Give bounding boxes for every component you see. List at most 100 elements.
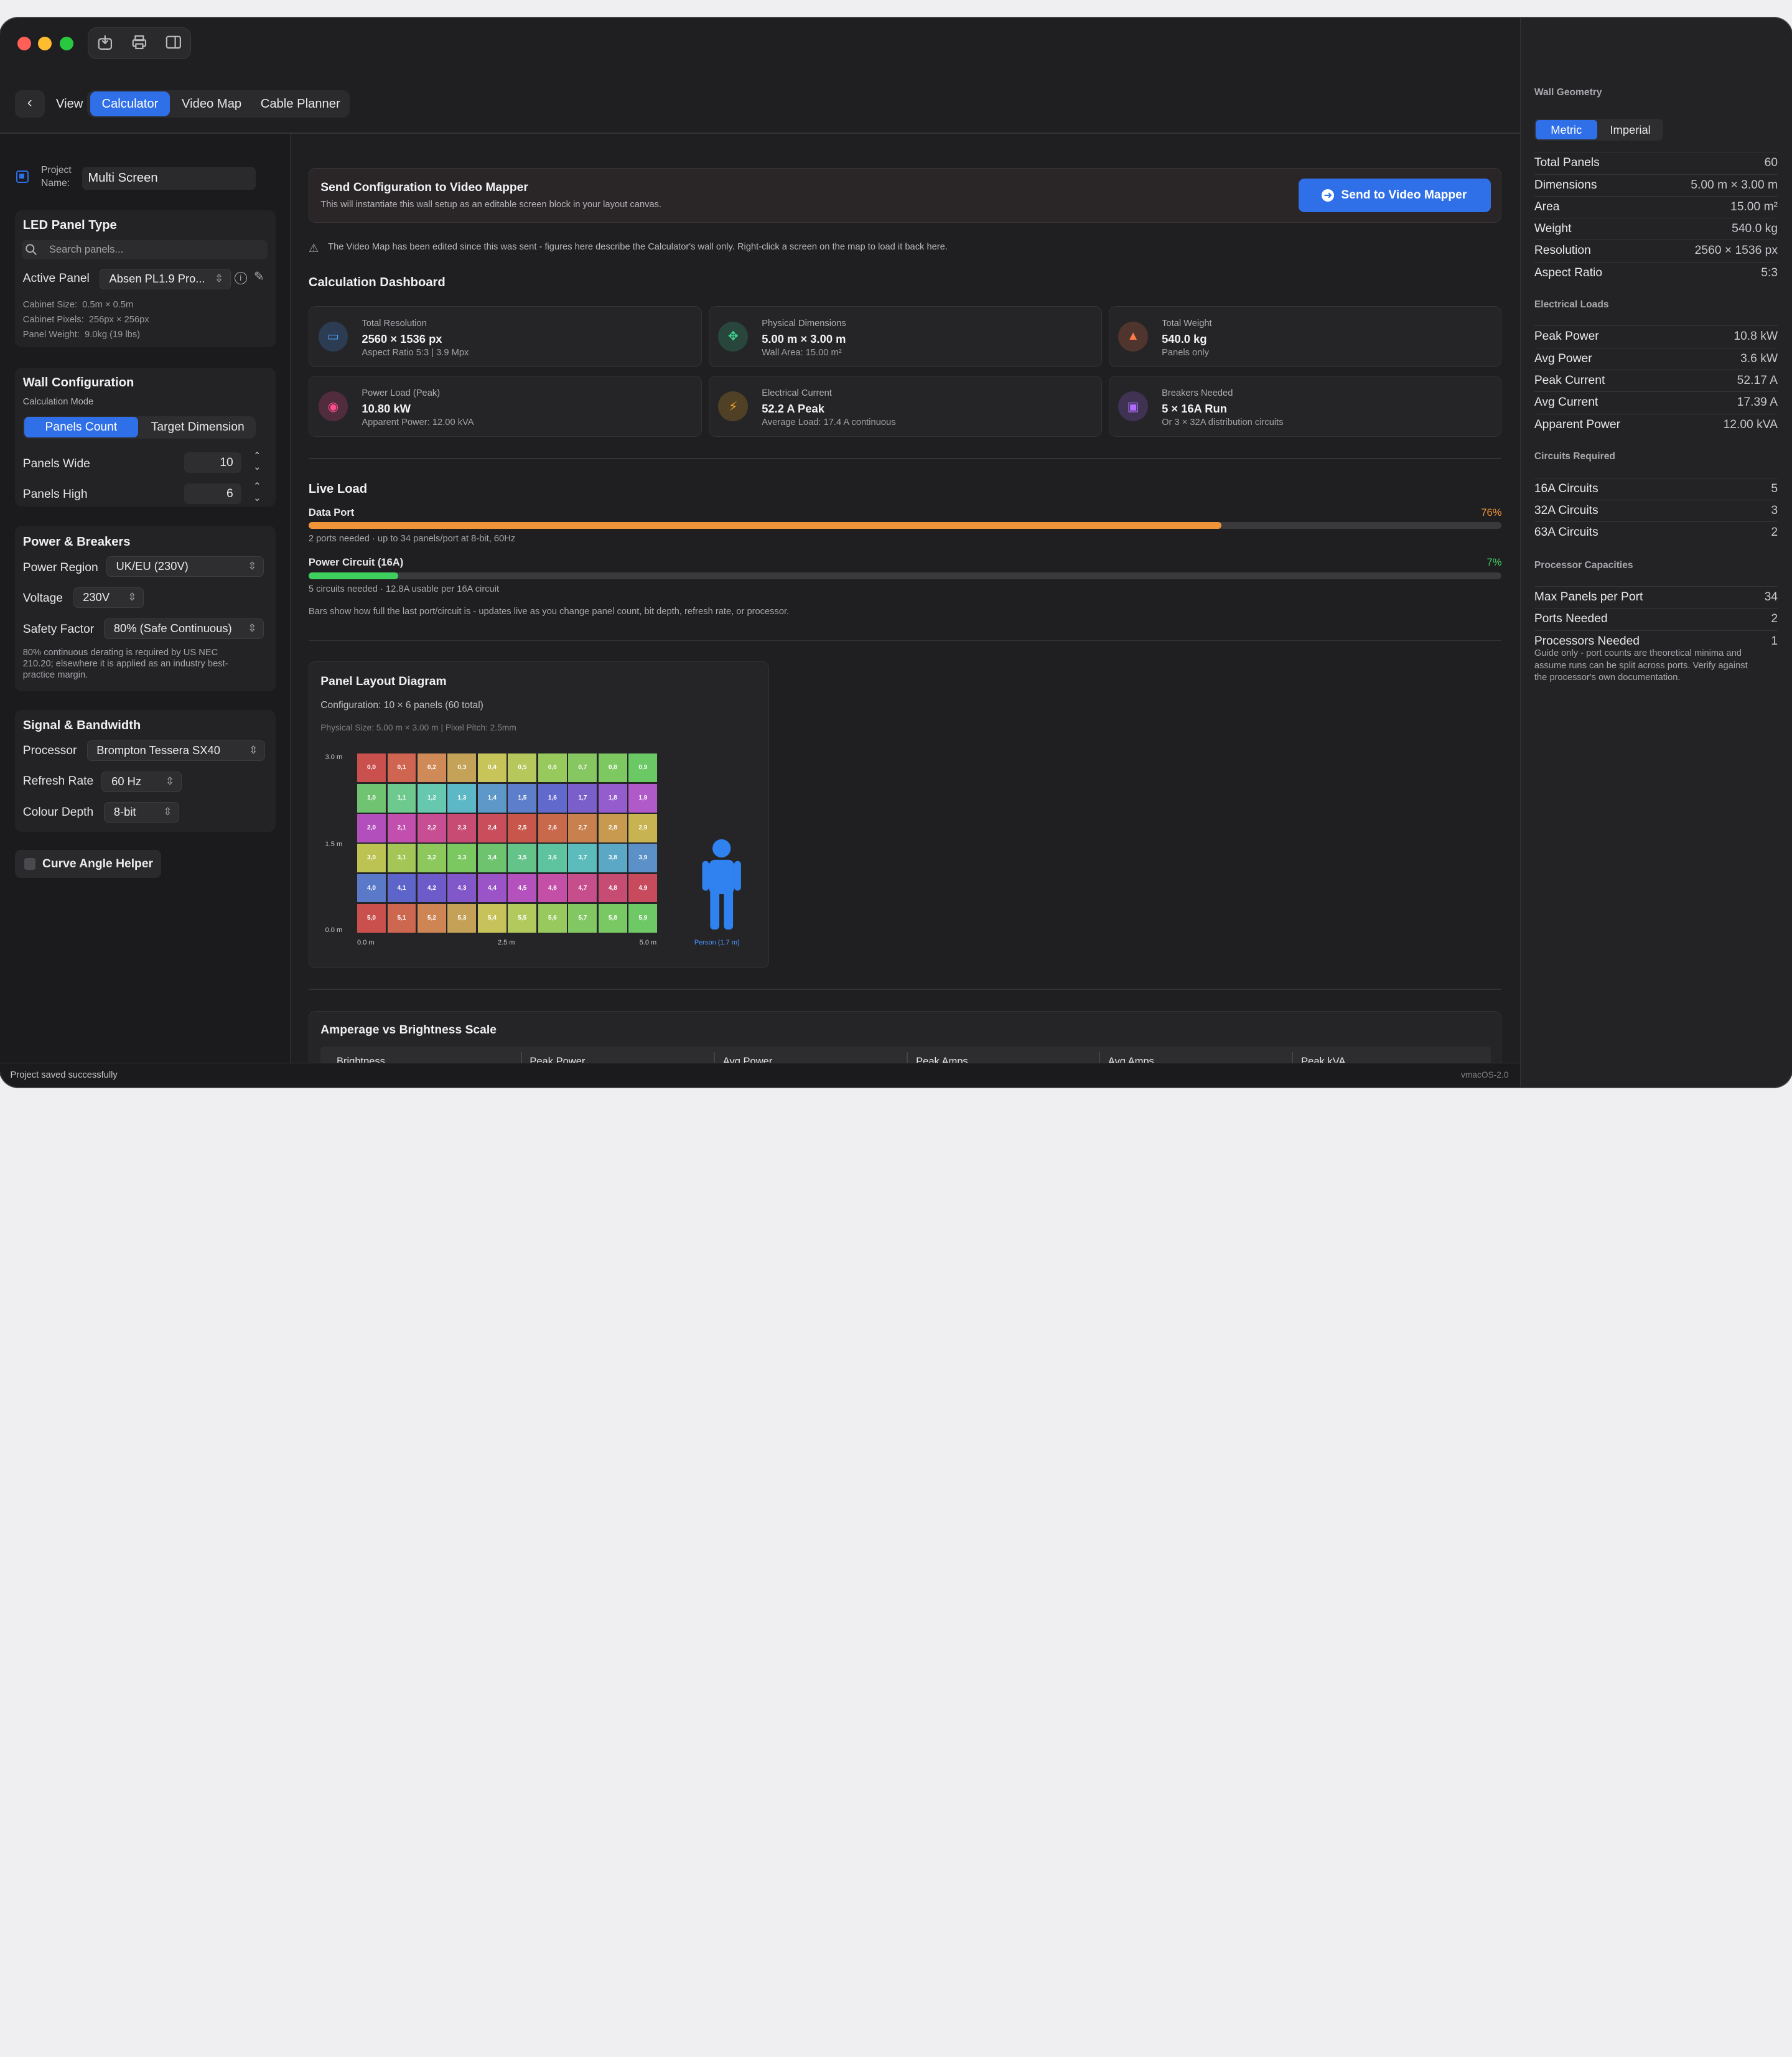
column-header[interactable]: Avg Amps [1108,1055,1154,1063]
panel-cell[interactable]: 3,2 [418,844,446,873]
panel-cell[interactable]: 4,2 [418,874,446,903]
panel-cell[interactable]: 2,7 [568,813,597,842]
panel-cell[interactable]: 5,7 [568,903,597,933]
refresh-rate-select[interactable]: 60 Hz ⇳ [101,771,182,792]
panel-cell[interactable]: 0,3 [447,753,477,783]
panel-cell[interactable]: 1,8 [598,783,627,813]
panel-cell[interactable]: 3,3 [447,844,477,873]
panels-high-stepper[interactable]: ⌃ ⌄ [253,482,261,503]
power-region-select[interactable]: UK/EU (230V) ⇳ [106,556,264,577]
panel-cell[interactable]: 5,0 [357,903,386,933]
send-to-video-mapper-button[interactable]: ➜ Send to Video Mapper [1299,179,1491,212]
back-button[interactable]: ‹ [14,90,45,118]
panel-cell[interactable]: 2,2 [418,813,446,842]
panel-cell[interactable]: 2,1 [387,813,416,842]
panel-cell[interactable]: 3,6 [538,844,567,873]
panel-cell[interactable]: 5,2 [418,903,446,933]
panel-cell[interactable]: 5,4 [477,903,506,933]
panel-cell[interactable]: 0,7 [568,753,597,783]
panel-cell[interactable]: 3,0 [357,844,386,873]
mode-panels-count[interactable]: Panels Count [24,417,139,438]
panel-cell[interactable]: 3,9 [628,844,658,873]
panel-cell[interactable]: 5,8 [598,903,627,933]
panel-cell[interactable]: 1,3 [447,783,477,813]
close-window-button[interactable] [17,36,31,50]
panel-cell[interactable]: 1,2 [418,783,446,813]
panel-cell[interactable]: 4,4 [477,874,506,903]
active-panel-select[interactable]: Absen PL1.9 Pro... ⇳ [99,268,231,289]
panel-cell[interactable]: 4,6 [538,874,567,903]
column-header[interactable]: Avg Power [722,1055,773,1063]
panel-cell[interactable]: 0,5 [508,753,537,783]
info-icon[interactable]: i [234,272,247,285]
curve-checkbox[interactable] [24,858,35,870]
curve-angle-toggle[interactable]: Curve Angle Helper [14,850,161,878]
panel-search-input[interactable]: Search panels... [21,240,268,259]
panels-wide-stepper[interactable]: ⌃ ⌄ [253,450,261,472]
safety-factor-select[interactable]: 80% (Safe Continuous) ⇳ [104,618,264,639]
import-icon[interactable] [89,27,121,57]
minimize-window-button[interactable] [37,36,52,50]
panel-cell[interactable]: 0,2 [418,753,446,783]
panel-cell[interactable]: 0,0 [357,753,386,783]
panel-cell[interactable]: 5,5 [508,903,537,933]
panel-cell[interactable]: 5,1 [387,903,416,933]
panel-cell[interactable]: 3,8 [598,844,627,873]
summary-key: Peak Power [1534,330,1599,343]
panel-cell[interactable]: 3,5 [508,844,537,873]
panel-cell[interactable]: 0,1 [387,753,416,783]
column-header[interactable]: Peak kVA [1301,1055,1346,1063]
sidebar-toggle-icon[interactable] [157,27,189,57]
column-header[interactable]: Peak Amps [916,1055,968,1063]
panel-cell[interactable]: 2,8 [598,813,627,842]
units-imperial[interactable]: Imperial [1610,123,1651,136]
voltage-select[interactable]: 230V ⇳ [73,587,144,609]
column-header[interactable]: Peak Power [530,1055,586,1063]
panel-cell[interactable]: 5,6 [538,903,567,933]
panel-cell[interactable]: 2,9 [628,813,658,842]
panel-cell[interactable]: 0,6 [538,753,567,783]
print-icon[interactable] [123,27,155,57]
mode-target-dimension[interactable]: Target Dimension [151,421,245,434]
panel-cell[interactable]: 1,1 [387,783,416,813]
panel-cell[interactable]: 4,8 [598,874,627,903]
panel-cell[interactable]: 4,5 [508,874,537,903]
panel-cell[interactable]: 4,9 [628,874,658,903]
panel-cell[interactable]: 1,6 [538,783,567,813]
panel-cell[interactable]: 2,4 [477,813,506,842]
edit-pencil-icon[interactable]: ✎ [253,269,264,284]
panel-cell[interactable]: 1,9 [628,783,658,813]
panel-cell[interactable]: 1,0 [357,783,386,813]
panel-cell[interactable]: 3,4 [477,844,506,873]
project-name-input[interactable]: Multi Screen [82,167,256,190]
panel-cell[interactable]: 2,6 [538,813,567,842]
panel-cell[interactable]: 4,0 [357,874,386,903]
tab-cable-planner[interactable]: Cable Planner [260,96,340,111]
panels-high-input[interactable]: 6 [184,483,241,504]
panel-cell[interactable]: 2,5 [508,813,537,842]
panel-cell[interactable]: 0,4 [477,753,506,783]
units-metric[interactable]: Metric [1535,119,1597,140]
panel-cell[interactable]: 3,7 [568,844,597,873]
panel-cell[interactable]: 1,5 [508,783,537,813]
colour-depth-select[interactable]: 8-bit ⇳ [104,802,180,823]
column-header[interactable]: Brightness [336,1055,385,1063]
panel-cell[interactable]: 0,8 [598,753,627,783]
panel-cell[interactable]: 0,9 [628,753,658,783]
panel-cell[interactable]: 2,3 [447,813,477,842]
panel-cell[interactable]: 4,3 [447,874,477,903]
panel-cell[interactable]: 5,9 [628,903,658,933]
processor-select[interactable]: Brompton Tessera SX40 ⇳ [86,740,266,762]
panel-cell[interactable]: 1,7 [568,783,597,813]
tab-video-map[interactable]: Video Map [182,96,242,111]
panel-cell[interactable]: 4,1 [387,874,416,903]
panel-cell[interactable]: 1,4 [477,783,506,813]
x-tick: 0.0 m [357,938,375,946]
panel-cell[interactable]: 4,7 [568,874,597,903]
panels-wide-input[interactable]: 10 [184,452,241,473]
panel-cell[interactable]: 3,1 [387,844,416,873]
panel-cell[interactable]: 5,3 [447,903,477,933]
zoom-window-button[interactable] [59,36,73,50]
panel-cell[interactable]: 2,0 [357,813,386,842]
tab-calculator[interactable]: Calculator [90,91,170,117]
